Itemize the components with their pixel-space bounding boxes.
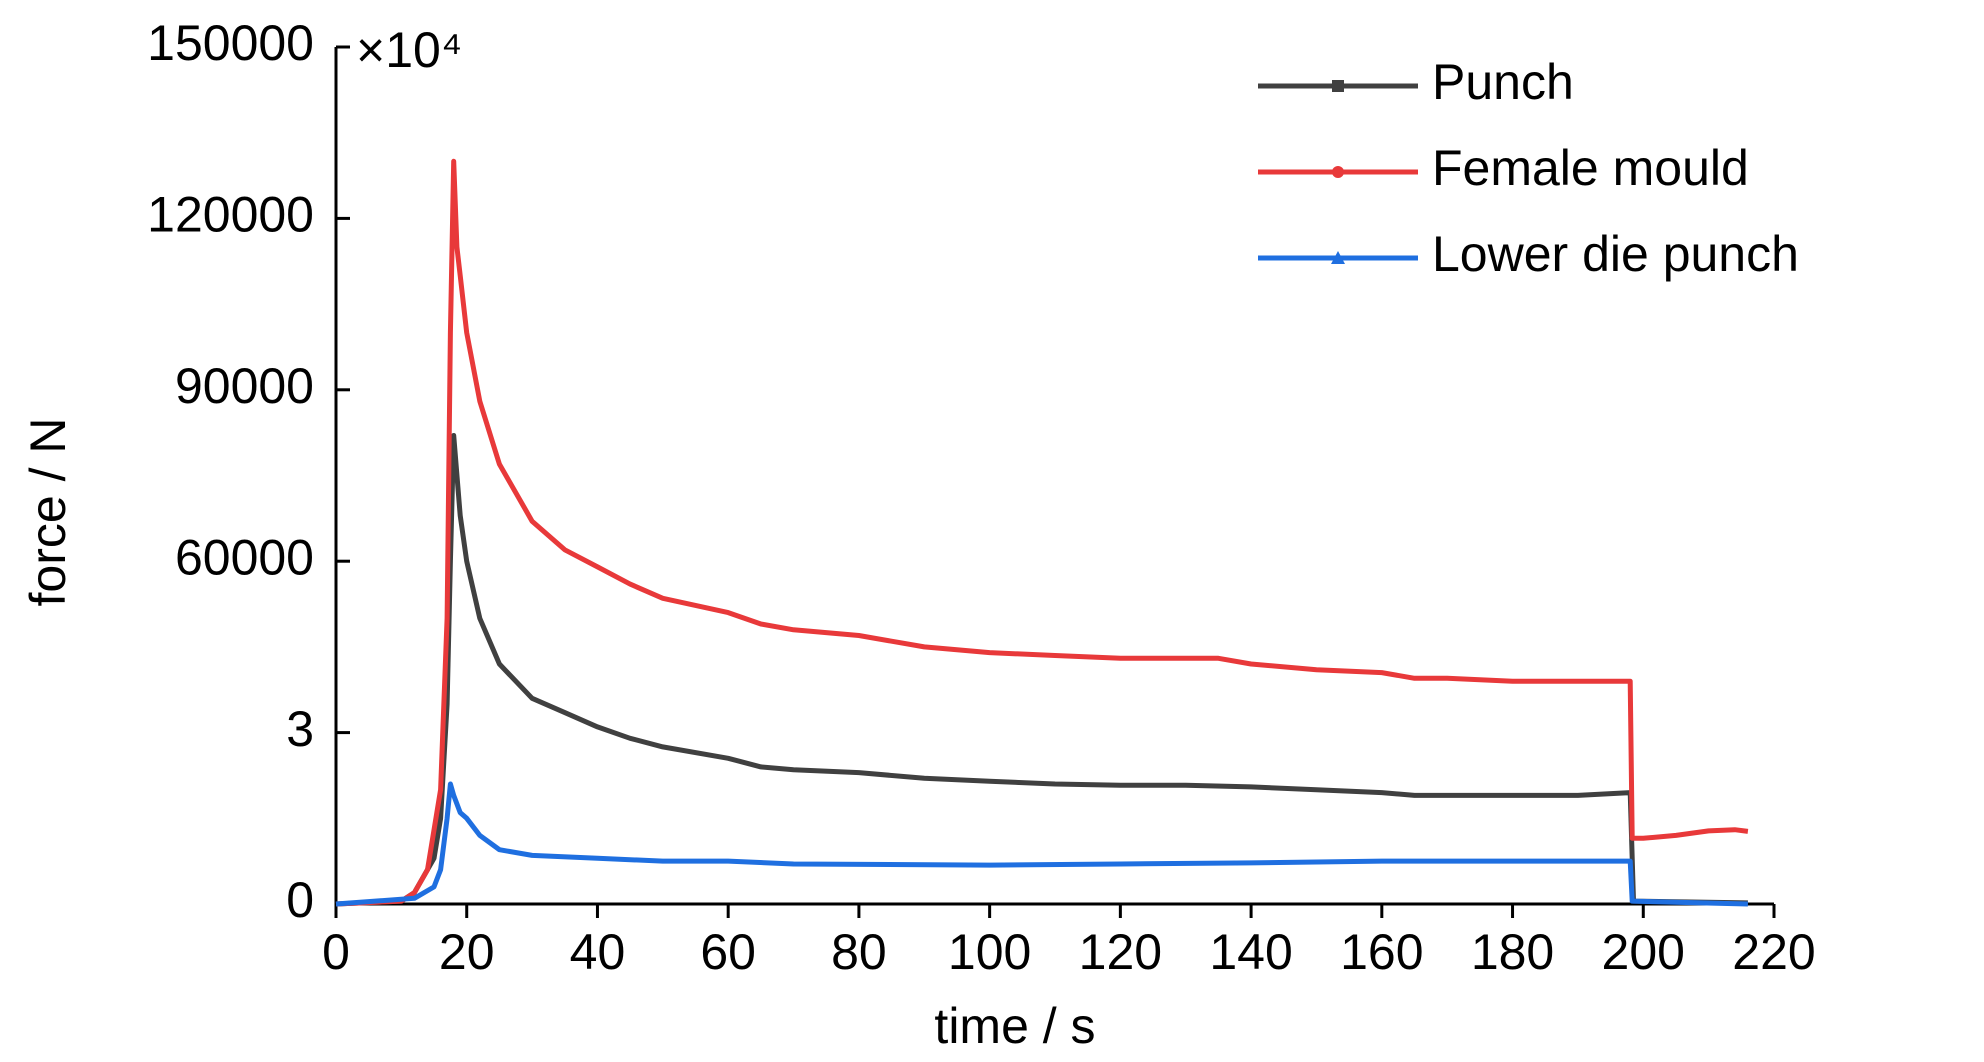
y-tick-label: 150000 [147,15,314,71]
y-axis-label: force / N [20,418,76,607]
legend-marker [1332,166,1344,178]
x-tick-label: 20 [439,924,495,980]
x-axis-label: time / s [934,998,1095,1054]
x-tick-label: 140 [1209,924,1292,980]
x-tick-label: 120 [1079,924,1162,980]
data-line [335,158,1749,907]
data-line [335,781,1748,907]
legend-marker [1332,80,1344,92]
y-tick-label: 90000 [175,358,314,414]
x-tick-label: 40 [570,924,626,980]
legend-label: Punch [1432,54,1574,110]
y-tick-label: 60000 [175,529,314,585]
data-line [335,433,1748,907]
y-tick-label: 0 [286,872,314,928]
x-tick-label: 100 [948,924,1031,980]
x-tick-label: 80 [831,924,887,980]
axis-multiplier: ×10⁴ [356,22,462,78]
x-tick-label: 220 [1732,924,1815,980]
y-tick-label: 3 [286,701,314,757]
x-tick-label: 60 [700,924,756,980]
legend-marker [1331,251,1345,264]
x-tick-label: 160 [1340,924,1423,980]
legend-label: Lower die punch [1432,226,1799,282]
x-tick-label: 0 [322,924,350,980]
x-tick-label: 200 [1602,924,1685,980]
y-tick-label: 120000 [147,187,314,243]
x-tick-label: 180 [1471,924,1554,980]
legend-label: Female mould [1432,140,1749,196]
